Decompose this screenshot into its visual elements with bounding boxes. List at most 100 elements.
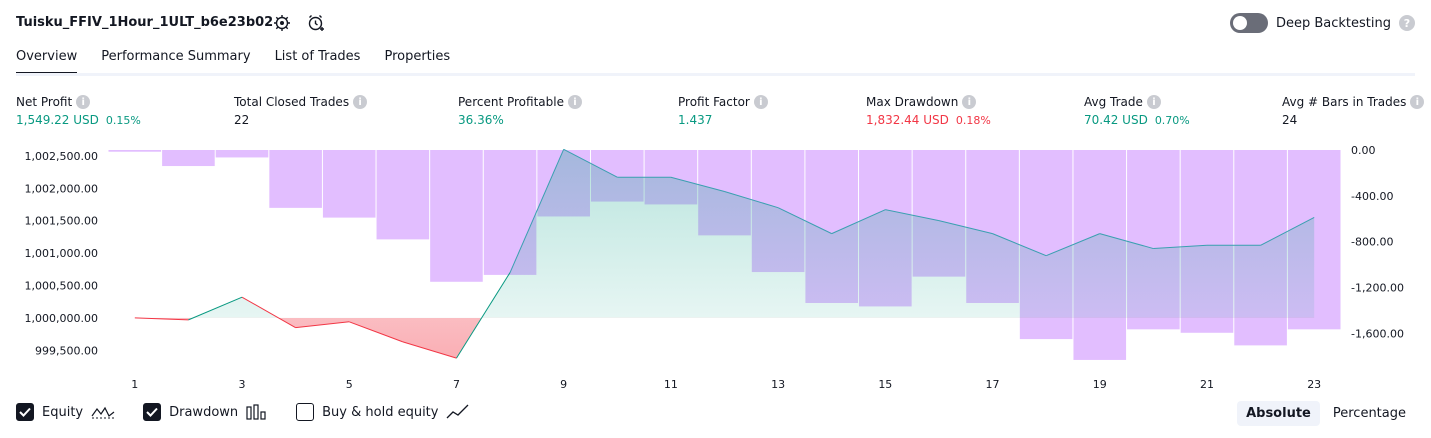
legend-buy-hold[interactable]: Buy & hold equity — [296, 403, 470, 421]
help-icon[interactable]: ? — [1399, 15, 1415, 31]
info-icon[interactable]: i — [567, 95, 582, 109]
legend-label: Equity — [42, 404, 84, 420]
buy-hold-checkbox[interactable] — [296, 403, 315, 421]
drawdown-bar — [108, 150, 162, 152]
equity-point — [670, 176, 725, 192]
metric-label: Profit Factor — [678, 95, 750, 109]
metric-avg-trade: Avg Trade i 70.42 USD 0.70% — [1084, 93, 1190, 131]
left-axis-tick: 1,000,000.00 — [25, 312, 98, 325]
x-axis-tick: 9 — [560, 378, 567, 391]
equity-point — [402, 341, 457, 359]
equity-point — [349, 321, 404, 343]
drawdown-bar — [430, 150, 483, 282]
metric-label: Total Closed Trades — [234, 95, 350, 109]
buy-hold-line-icon — [447, 404, 469, 419]
add-alert-icon[interactable] — [306, 13, 326, 33]
equity-point — [1260, 216, 1315, 246]
info-icon[interactable]: i — [1410, 95, 1425, 109]
left-axis-tick: 1,001,500.00 — [25, 215, 98, 228]
tab-overview[interactable]: Overview — [16, 48, 78, 75]
info-icon[interactable]: i — [76, 95, 91, 109]
metric-label: Percent Profitable — [458, 95, 564, 109]
legend-drawdown[interactable]: Drawdown — [143, 403, 268, 421]
legend-equity[interactable]: Equity — [16, 403, 115, 421]
left-axis-tick: 1,002,000.00 — [25, 182, 98, 195]
equity-point — [1045, 233, 1100, 257]
metric-value: 22 — [234, 113, 250, 127]
tab-performance-summary[interactable]: Performance Summary — [101, 49, 251, 64]
view-mode-switch: Absolute Percentage — [1237, 401, 1415, 426]
metric-value: 1,549.22 USD — [16, 113, 99, 127]
toggle-knob — [1232, 16, 1247, 30]
equity-area — [134, 149, 1315, 359]
metric-percent-profitable: Percent Profitable i 36.36% — [458, 93, 582, 131]
x-axis-tick: 23 — [1307, 378, 1321, 391]
x-axis-tick: 13 — [771, 378, 785, 391]
tabs-divider — [16, 73, 1415, 76]
tab-bar: Overview Performance Summary List of Tra… — [16, 48, 450, 75]
drawdown-bar — [322, 150, 376, 218]
info-icon[interactable]: i — [962, 95, 977, 109]
strategy-title: Tuisku_FFIV_1Hour_1ULT_b6e23b02 — [16, 15, 274, 30]
metric-value: 36.36% — [458, 113, 504, 127]
x-axis-tick: 17 — [986, 378, 1000, 391]
tab-list-of-trades[interactable]: List of Trades — [274, 49, 361, 64]
equity-point — [831, 209, 886, 235]
equity-line-icon — [91, 406, 115, 419]
equity-point — [1099, 233, 1154, 250]
x-axis-tick: 5 — [346, 378, 353, 391]
percentage-button[interactable]: Percentage — [1332, 406, 1406, 421]
metric-total-closed-trades: Total Closed Trades i 22 — [234, 93, 368, 131]
metric-percent: 0.70% — [1154, 114, 1190, 127]
settings-icon[interactable] — [272, 13, 292, 33]
x-axis-tick: 19 — [1093, 378, 1107, 391]
equity-point — [188, 296, 243, 321]
equity-point — [1153, 244, 1208, 250]
x-axis-tick: 21 — [1200, 378, 1214, 391]
metric-label: Max Drawdown — [866, 95, 959, 109]
metric-percent: 0.15% — [105, 114, 141, 127]
equity-point — [134, 317, 189, 321]
equity-point — [777, 207, 832, 235]
equity-point — [992, 233, 1047, 257]
right-axis-tick: -1,200.00 — [1351, 282, 1404, 295]
x-axis-tick: 1 — [131, 378, 138, 391]
right-axis-tick: 0.00 — [1351, 144, 1376, 157]
metric-profit-factor: Profit Factor i 1.437 — [678, 93, 768, 131]
metric-label: Net Profit — [16, 95, 73, 109]
right-axis-tick: -1,600.00 — [1351, 327, 1404, 340]
right-axis-tick: -400.00 — [1351, 190, 1393, 203]
equity-area-negative — [135, 317, 482, 359]
left-axis-tick: 1,000,500.00 — [25, 279, 98, 292]
equity-line — [134, 148, 1315, 359]
equity-point — [885, 209, 940, 222]
info-icon[interactable]: i — [1146, 95, 1161, 109]
info-icon[interactable]: i — [753, 95, 768, 109]
info-icon[interactable]: i — [353, 95, 368, 109]
deep-backtesting-toggle[interactable] — [1229, 13, 1268, 33]
metric-max-drawdown: Max Drawdown i 1,832.44 USD 0.18% — [866, 93, 991, 131]
equity-point — [456, 272, 511, 359]
absolute-button[interactable]: Absolute — [1237, 401, 1320, 426]
metric-value: 1.437 — [678, 113, 713, 127]
x-axis-tick: 7 — [453, 378, 460, 391]
deep-backtesting-label: Deep Backtesting — [1275, 15, 1391, 31]
left-axis-tick: 1,001,000.00 — [25, 247, 98, 260]
drawdown-checkbox[interactable] — [143, 403, 162, 421]
tab-properties[interactable]: Properties — [384, 49, 451, 64]
legend-label: Buy & hold equity — [322, 404, 439, 420]
chart-svg: 1,002,500.00 1,002,000.00 1,001,500.00 1,00… — [25, 144, 1404, 391]
metric-value: 70.42 USD — [1084, 113, 1148, 127]
equity-point — [563, 148, 618, 178]
x-axis-tick: 11 — [664, 378, 678, 391]
equity-point — [295, 321, 350, 329]
legend-label: Drawdown — [169, 404, 239, 420]
equity-area-positive — [134, 149, 1315, 318]
right-axis-tick: -800.00 — [1351, 236, 1393, 249]
deep-backtesting-control: Deep Backtesting ? — [1229, 13, 1415, 33]
equity-checkbox[interactable] — [16, 403, 34, 421]
metric-net-profit: Net Profit i 1,549.22 USD 0.15% — [16, 93, 141, 131]
metric-label: Avg Trade — [1084, 95, 1143, 109]
chart-axes: 1,002,500.00 1,002,000.00 1,001,500.00 1,00… — [25, 144, 1404, 391]
equity-drawdown-chart[interactable]: 1,002,500.00 1,002,000.00 1,001,500.00 1,00… — [0, 140, 1431, 400]
